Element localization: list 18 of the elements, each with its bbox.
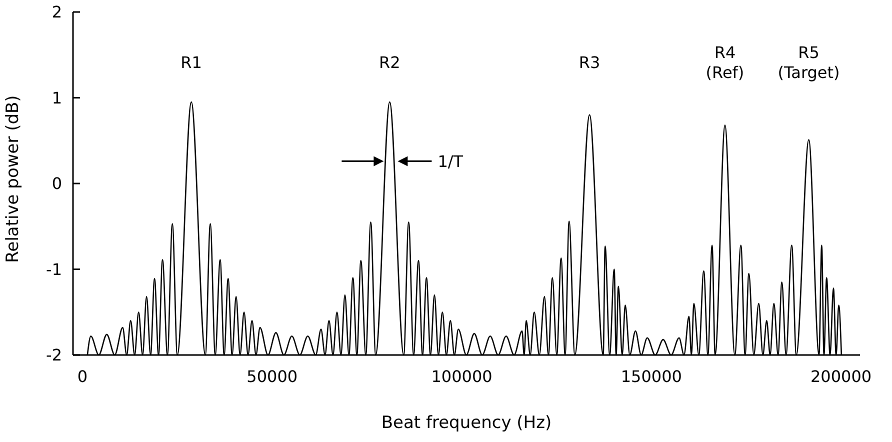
y-tick-label: 0	[52, 174, 62, 194]
y-axis-title: Relative power (dB)	[3, 95, 23, 263]
annotation: R4 (Ref)	[706, 43, 744, 82]
x-tick-label: 150000	[620, 367, 682, 386]
annotation: 1/T	[438, 152, 464, 172]
annotation: R5 (Target)	[778, 43, 840, 82]
y-tick-label: 1	[52, 88, 62, 108]
y-tick-label: 2	[52, 2, 62, 22]
annotation: R1	[180, 53, 202, 72]
annotation: R2	[379, 53, 400, 72]
x-tick-label: 0	[77, 367, 88, 386]
x-tick-label: 50000	[246, 367, 298, 386]
x-axis-title: Beat frequency (Hz)	[381, 413, 552, 433]
y-tick-label: -2	[46, 346, 62, 365]
y-tick-label: -1	[46, 260, 62, 279]
annotation: R3	[578, 53, 600, 72]
x-tick-label: 100000	[431, 367, 492, 386]
x-tick-label: 200000	[810, 367, 872, 386]
